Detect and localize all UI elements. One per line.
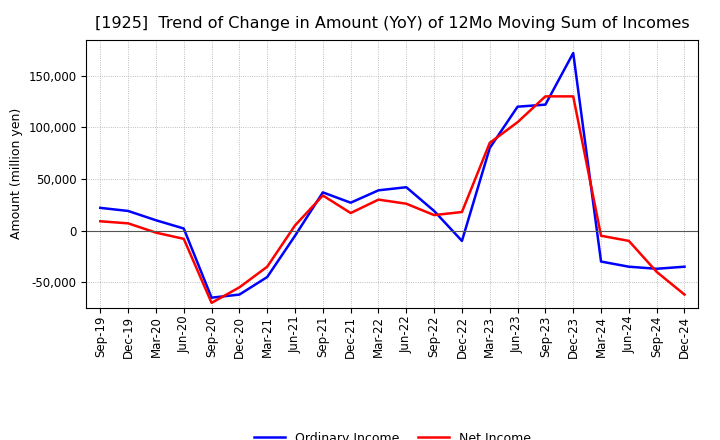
Net Income <box>513 120 522 125</box>
Title: [1925]  Trend of Change in Amount (YoY) of 12Mo Moving Sum of Incomes: [1925] Trend of Change in Amount (YoY) o… <box>95 16 690 32</box>
Ordinary Income <box>513 104 522 109</box>
Ordinary Income <box>152 218 161 223</box>
Ordinary Income <box>680 264 689 269</box>
Ordinary Income <box>430 208 438 213</box>
Net Income <box>430 213 438 218</box>
Net Income <box>680 292 689 297</box>
Y-axis label: Amount (million yen): Amount (million yen) <box>10 108 23 239</box>
Net Income <box>179 236 188 242</box>
Ordinary Income <box>207 295 216 301</box>
Net Income <box>263 264 271 269</box>
Ordinary Income <box>179 226 188 231</box>
Net Income <box>124 221 132 226</box>
Ordinary Income <box>235 292 243 297</box>
Net Income <box>318 193 327 198</box>
Legend: Ordinary Income, Net Income: Ordinary Income, Net Income <box>248 427 536 440</box>
Net Income <box>597 233 606 238</box>
Net Income <box>374 197 383 202</box>
Ordinary Income <box>597 259 606 264</box>
Ordinary Income <box>318 190 327 195</box>
Ordinary Income <box>96 205 104 210</box>
Ordinary Income <box>346 200 355 205</box>
Net Income <box>96 219 104 224</box>
Ordinary Income <box>124 208 132 213</box>
Net Income <box>152 230 161 235</box>
Ordinary Income <box>374 188 383 193</box>
Net Income <box>402 201 410 206</box>
Line: Ordinary Income: Ordinary Income <box>100 53 685 298</box>
Ordinary Income <box>569 50 577 55</box>
Ordinary Income <box>652 266 661 271</box>
Ordinary Income <box>263 275 271 280</box>
Net Income <box>624 238 633 244</box>
Line: Net Income: Net Income <box>100 96 685 303</box>
Net Income <box>207 300 216 305</box>
Net Income <box>458 209 467 215</box>
Ordinary Income <box>291 233 300 238</box>
Net Income <box>541 94 550 99</box>
Net Income <box>291 223 300 228</box>
Ordinary Income <box>485 145 494 150</box>
Net Income <box>485 140 494 146</box>
Net Income <box>346 210 355 216</box>
Net Income <box>652 269 661 275</box>
Ordinary Income <box>541 102 550 107</box>
Net Income <box>569 94 577 99</box>
Net Income <box>235 285 243 290</box>
Ordinary Income <box>624 264 633 269</box>
Ordinary Income <box>402 184 410 190</box>
Ordinary Income <box>458 238 467 244</box>
